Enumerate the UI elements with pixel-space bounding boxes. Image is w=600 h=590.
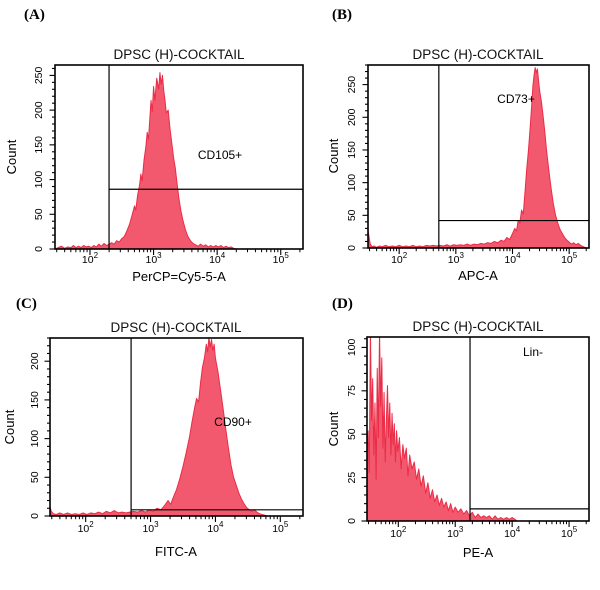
x-axis-ticks — [51, 516, 301, 522]
panel-a-chart: 0 50 100 150 200 250 102 103 104 105 (A) DPSC (H)… — [4, 7, 304, 284]
y-tick-label: 50 — [33, 208, 45, 220]
y-tick-label: 150 — [346, 141, 358, 159]
x-tick-label: 104 — [504, 525, 521, 540]
chart-title: DPSC (H)-COCKTAIL — [113, 47, 244, 62]
x-tick-label: 102 — [390, 525, 407, 540]
panel-a: 0 50 100 150 200 250 102 103 104 105 (A) DPSC (H)… — [0, 0, 306, 295]
y-tick-label: 0 — [346, 518, 358, 524]
y-tick-label: 0 — [33, 246, 45, 252]
y-tick-label: 250 — [33, 67, 45, 85]
x-tick-label: 104 — [209, 251, 226, 266]
x-tick-label: 103 — [145, 251, 162, 266]
y-tick-label: 100 — [346, 339, 358, 357]
y-axis-label: Count — [326, 138, 341, 173]
plot-frame — [49, 337, 304, 517]
y-tick-label: 200 — [33, 101, 45, 119]
x-tick-label: 104 — [504, 251, 521, 266]
y-tick-label: 0 — [29, 513, 41, 519]
panel-b-chart: 0 50 100 150 200 250 102 103 104 105 (B) DPSC (H)… — [326, 7, 590, 283]
x-tick-label: 103 — [142, 520, 159, 535]
y-tick-label: 100 — [29, 430, 41, 448]
y-tick-label: 25 — [346, 472, 358, 484]
panel-label: (D) — [332, 296, 353, 312]
panel-label: (C) — [16, 296, 37, 312]
x-tick-label: 102 — [78, 520, 95, 535]
x-tick-label: 103 — [447, 525, 464, 540]
x-tick-label: 102 — [391, 251, 408, 266]
y-tick-label: 150 — [29, 391, 41, 409]
x-axis-label: APC-A — [458, 268, 498, 283]
x-axis-label: PE-A — [463, 545, 494, 560]
y-tick-label: 100 — [33, 171, 45, 189]
chart-title: DPSC (H)-COCKTAIL — [412, 319, 543, 334]
y-tick-label: 75 — [346, 385, 358, 397]
y-tick-label: 200 — [29, 352, 41, 370]
y-tick-label: 0 — [346, 245, 358, 251]
y-axis-ticks — [361, 338, 367, 522]
gate-label: CD90+ — [214, 415, 252, 429]
plot-frame — [54, 64, 304, 250]
chart-title: DPSC (H)-COCKTAIL — [110, 320, 241, 335]
x-axis-ticks — [369, 248, 587, 254]
histogram-area — [55, 72, 237, 249]
x-axis-ticks — [368, 521, 587, 527]
x-tick-label: 105 — [561, 525, 578, 540]
panel-c: 0 50 100 150 200 102 103 104 105 (C) DPSC (H)-CO… — [0, 295, 306, 590]
panel-d-chart: 0 25 50 75 100 102 103 104 105 (D) DPSC (H)-COCK… — [326, 296, 590, 560]
y-axis-ticks — [44, 337, 50, 517]
y-tick-label: 100 — [346, 174, 358, 192]
x-tick-label: 105 — [272, 520, 289, 535]
histogram-area — [368, 67, 587, 248]
y-tick-label: 150 — [33, 136, 45, 154]
y-axis-label: Count — [2, 409, 17, 444]
panel-label: (B) — [332, 7, 352, 23]
y-tick-label: 50 — [346, 209, 358, 221]
x-tick-label: 104 — [207, 520, 224, 535]
x-tick-label: 105 — [561, 251, 578, 266]
x-axis-label: FITC-A — [155, 544, 197, 559]
x-tick-label: 102 — [82, 251, 99, 266]
panel-c-chart: 0 50 100 150 200 102 103 104 105 (C) DPSC (H)-CO… — [2, 296, 304, 559]
histogram-area — [50, 338, 268, 516]
panel-label: (A) — [24, 7, 45, 23]
panel-d: 0 25 50 75 100 102 103 104 105 (D) DPSC (H)-COCK… — [300, 295, 600, 590]
gate-label: Lin- — [523, 345, 543, 359]
x-axis-label: PerCP=Cy5-5-A — [132, 269, 226, 284]
y-tick-label: 50 — [346, 428, 358, 440]
x-tick-label: 105 — [273, 251, 290, 266]
x-axis-ticks — [56, 249, 301, 255]
chart-title: DPSC (H)-COCKTAIL — [412, 47, 543, 62]
x-tick-label: 103 — [448, 251, 465, 266]
y-tick-label: 200 — [346, 108, 358, 126]
y-tick-label: 50 — [29, 471, 41, 483]
y-tick-label: 250 — [346, 76, 358, 94]
y-axis-ticks — [49, 67, 55, 250]
y-axis-label: Count — [4, 139, 19, 174]
gate-label: CD105+ — [198, 148, 242, 162]
gate-label: CD73+ — [497, 92, 535, 106]
plot-frame — [366, 336, 590, 522]
histogram-area — [367, 337, 518, 521]
y-axis-label: Count — [326, 411, 341, 446]
panel-b: 0 50 100 150 200 250 102 103 104 105 (B) DPSC (H)… — [300, 0, 600, 295]
y-axis-ticks — [362, 64, 368, 249]
